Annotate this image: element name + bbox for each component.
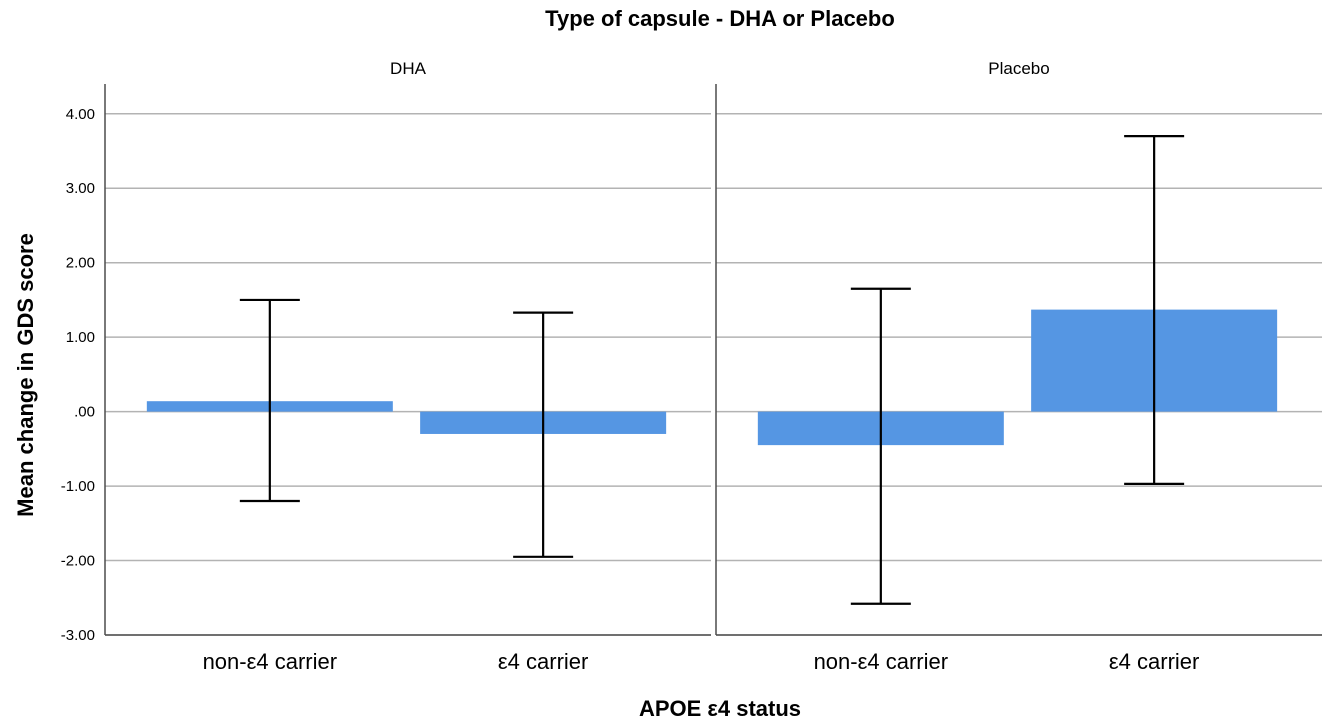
x-tick-label: ε4 carrier	[498, 649, 589, 674]
panel-label-dha: DHA	[390, 59, 427, 78]
y-tick-label: -1.00	[61, 478, 95, 495]
y-tick-label: .00	[74, 404, 95, 421]
y-tick-label: 4.00	[66, 106, 95, 123]
chart-title: Type of capsule - DHA or Placebo	[545, 6, 895, 31]
x-tick-label: non-ε4 carrier	[203, 649, 338, 674]
x-tick-label: ε4 carrier	[1109, 649, 1200, 674]
panel-label-placebo: Placebo	[988, 59, 1049, 78]
y-axis-title: Mean change in GDS score	[13, 233, 38, 517]
y-tick-label: -3.00	[61, 627, 95, 644]
y-tick-label: -2.00	[61, 553, 95, 570]
y-tick-label: 1.00	[66, 329, 95, 346]
x-axis-title: APOE ε4 status	[639, 696, 801, 721]
y-tick-label: 2.00	[66, 255, 95, 272]
y-tick-label: 3.00	[66, 180, 95, 197]
plot-area: DHA non-ε4 carrier ε4 carrier Placebo non-ε4…	[61, 59, 1322, 674]
x-tick-label: non-ε4 carrier	[814, 649, 949, 674]
